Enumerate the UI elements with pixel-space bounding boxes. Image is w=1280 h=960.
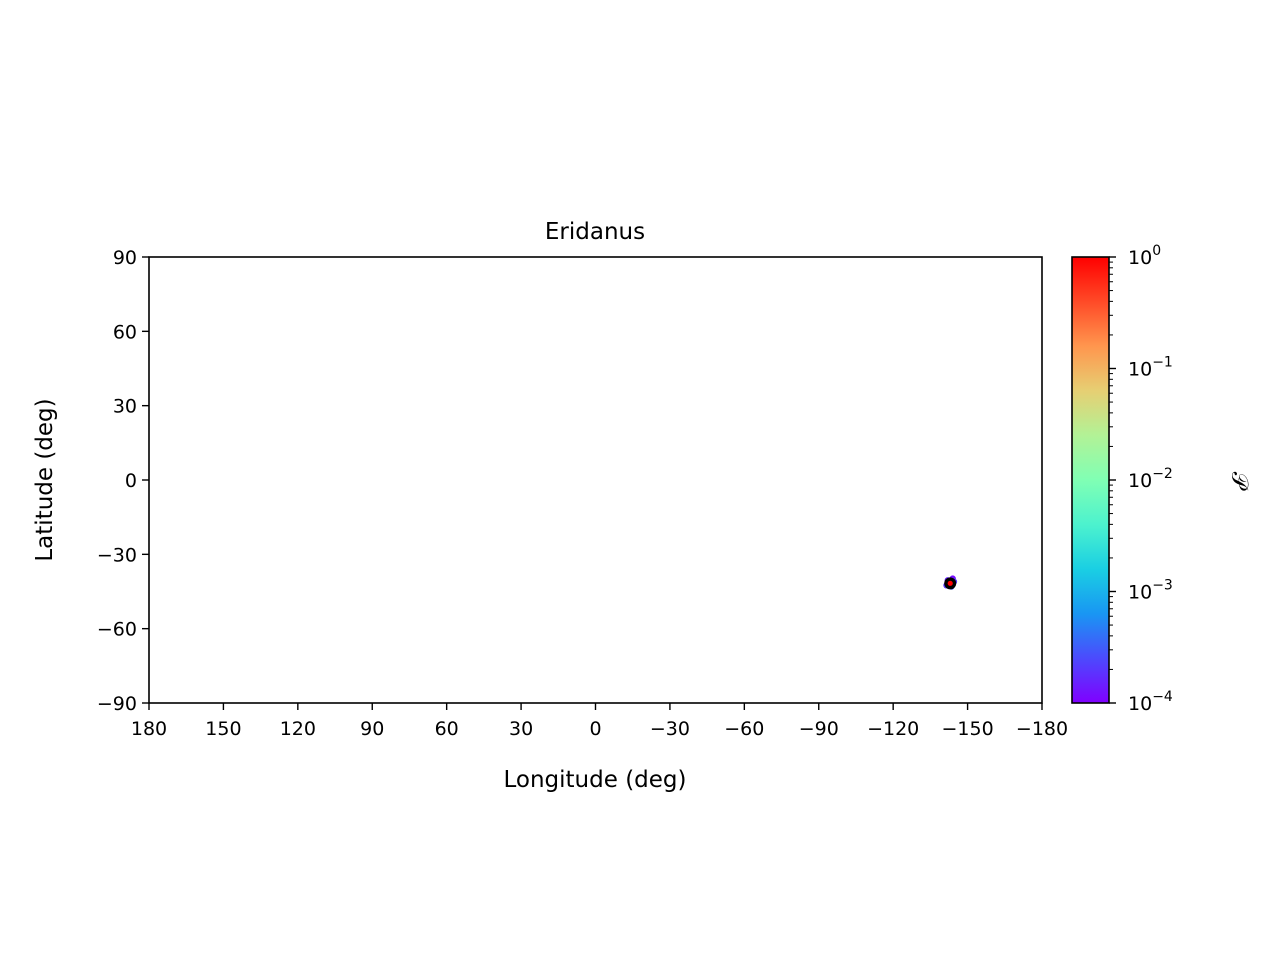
colorbar-gradient	[1071, 256, 1110, 704]
x-tick-label: −90	[799, 718, 839, 740]
colorbar-tick-label: 100	[1128, 243, 1161, 269]
y-axis-label: Latitude (deg)	[32, 398, 58, 561]
x-tick-label: 60	[435, 718, 459, 740]
location-marker-center	[947, 580, 953, 586]
x-tick-label: −30	[650, 718, 690, 740]
y-tick-label: 60	[113, 321, 137, 343]
colorbar-tick-label: 10−3	[1128, 578, 1173, 604]
x-tick-label: 30	[509, 718, 533, 740]
y-axis: 90 60 30 0 −30 −60 −90	[97, 247, 149, 715]
x-tick-label: −150	[941, 718, 993, 740]
x-tick-label: 120	[280, 718, 316, 740]
x-tick-label: −120	[867, 718, 919, 740]
x-axis: 180 150 120 90 60 30 0 −30 −60 −90 −120 −150 −180	[131, 703, 1068, 740]
x-tick-label: −60	[724, 718, 764, 740]
y-tick-label: 90	[113, 247, 137, 269]
plot-area	[943, 575, 958, 590]
y-tick-label: −60	[97, 619, 137, 641]
x-tick-label: −180	[1016, 718, 1068, 740]
colorbar-tick-label: 10−1	[1128, 355, 1173, 381]
colorbar: 100 10−1 10−2 10−3 10−4 𝒫	[1071, 243, 1252, 715]
y-tick-label: −90	[97, 693, 137, 715]
y-tick-label: 0	[125, 470, 137, 492]
y-tick-label: 30	[113, 396, 137, 418]
colorbar-tick-label: 10−2	[1128, 466, 1173, 492]
colorbar-ticks: 100 10−1 10−2 10−3 10−4	[1109, 243, 1173, 715]
colorbar-tick-label: 10−4	[1128, 689, 1173, 715]
colorbar-label: 𝒫	[1226, 472, 1252, 491]
y-tick-label: −30	[97, 544, 137, 566]
chart-title: Eridanus	[545, 219, 645, 245]
x-axis-label: Longitude (deg)	[503, 767, 686, 793]
x-tick-label: 150	[205, 718, 241, 740]
x-tick-label: 180	[131, 718, 167, 740]
plot-frame	[148, 256, 1043, 704]
x-tick-label: 90	[360, 718, 384, 740]
x-tick-label: 0	[589, 718, 601, 740]
